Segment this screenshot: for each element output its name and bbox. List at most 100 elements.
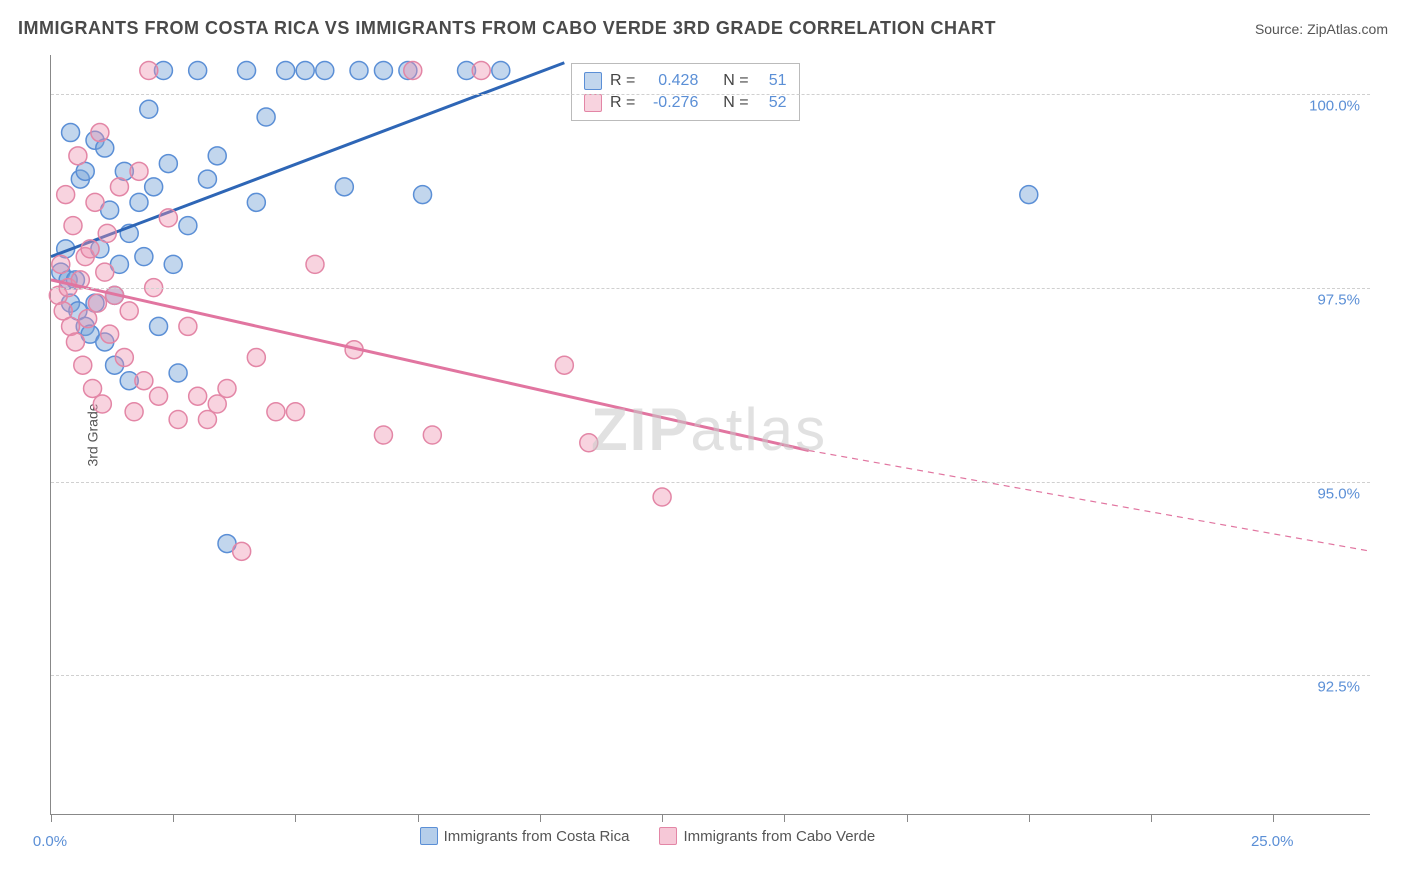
data-point: [66, 333, 84, 351]
x-tick: [295, 814, 296, 822]
gridline: [51, 675, 1370, 676]
data-point: [374, 62, 392, 80]
data-point: [277, 62, 295, 80]
y-tick-label: 97.5%: [1317, 291, 1360, 308]
data-point: [189, 62, 207, 80]
data-point: [120, 302, 138, 320]
data-point: [74, 356, 92, 374]
gridline: [51, 94, 1370, 95]
data-point: [198, 170, 216, 188]
data-point: [179, 317, 197, 335]
legend-swatch: [659, 827, 677, 845]
trend-line-extrapolated: [809, 451, 1371, 552]
data-point: [101, 325, 119, 343]
x-tick: [418, 814, 419, 822]
data-point: [64, 217, 82, 235]
stat-n: 52: [757, 94, 787, 112]
data-point: [374, 426, 392, 444]
legend-label: Immigrants from Costa Rica: [444, 828, 630, 845]
data-point: [159, 209, 177, 227]
data-point: [306, 255, 324, 273]
data-point: [335, 178, 353, 196]
data-point: [179, 217, 197, 235]
data-point: [218, 379, 236, 397]
legend: Immigrants from Costa Rica Immigrants fro…: [420, 827, 876, 845]
x-tick: [1029, 814, 1030, 822]
data-point: [98, 224, 116, 242]
data-point: [130, 162, 148, 180]
data-point: [1020, 186, 1038, 204]
scatter-svg: [51, 55, 1371, 815]
data-point: [350, 62, 368, 80]
data-point: [69, 147, 87, 165]
data-point: [150, 317, 168, 335]
chart-title: IMMIGRANTS FROM COSTA RICA VS IMMIGRANTS…: [18, 18, 996, 39]
data-point: [653, 488, 671, 506]
stats-row: R =-0.276 N =52: [584, 92, 787, 114]
data-point: [145, 178, 163, 196]
correlation-stats-box: R =0.428 N =51R =-0.276 N =52: [571, 63, 800, 121]
data-point: [492, 62, 510, 80]
trend-line: [51, 280, 809, 451]
data-point: [404, 62, 422, 80]
data-point: [208, 395, 226, 413]
data-point: [189, 387, 207, 405]
x-tick: [907, 814, 908, 822]
x-tick: [51, 814, 52, 822]
data-point: [52, 255, 70, 273]
data-point: [135, 248, 153, 266]
x-min-label: 0.0%: [33, 833, 67, 850]
title-bar: IMMIGRANTS FROM COSTA RICA VS IMMIGRANTS…: [18, 18, 1388, 39]
x-tick: [1151, 814, 1152, 822]
data-point: [296, 62, 314, 80]
data-point: [286, 403, 304, 421]
stats-row: R =0.428 N =51: [584, 70, 787, 92]
data-point: [150, 387, 168, 405]
series-swatch: [584, 72, 602, 90]
data-point: [267, 403, 285, 421]
data-point: [414, 186, 432, 204]
data-point: [81, 240, 99, 258]
x-tick: [784, 814, 785, 822]
x-tick: [540, 814, 541, 822]
data-point: [257, 108, 275, 126]
stat-r: 0.428: [643, 72, 698, 90]
data-point: [169, 364, 187, 382]
data-point: [84, 379, 102, 397]
data-point: [91, 124, 109, 142]
stat-n: 51: [757, 72, 787, 90]
y-tick-label: 92.5%: [1317, 679, 1360, 696]
data-point: [88, 294, 106, 312]
legend-item: Immigrants from Costa Rica: [420, 827, 630, 845]
data-point: [164, 255, 182, 273]
x-max-label: 25.0%: [1251, 833, 1294, 850]
data-point: [110, 178, 128, 196]
data-point: [125, 403, 143, 421]
data-point: [130, 193, 148, 211]
data-point: [57, 186, 75, 204]
data-point: [472, 62, 490, 80]
x-tick: [662, 814, 663, 822]
data-point: [135, 372, 153, 390]
series-swatch: [584, 94, 602, 112]
data-point: [79, 310, 97, 328]
source-label: Source: ZipAtlas.com: [1255, 21, 1388, 37]
plot-area: 3rd Grade ZIPatlas R =0.428 N =51R =-0.2…: [50, 55, 1370, 815]
x-tick: [173, 814, 174, 822]
data-point: [555, 356, 573, 374]
legend-item: Immigrants from Cabo Verde: [659, 827, 875, 845]
data-point: [62, 124, 80, 142]
data-point: [96, 263, 114, 281]
data-point: [159, 155, 177, 173]
data-point: [316, 62, 334, 80]
data-point: [247, 193, 265, 211]
data-point: [580, 434, 598, 452]
data-point: [208, 147, 226, 165]
data-point: [115, 348, 133, 366]
data-point: [238, 62, 256, 80]
data-point: [233, 542, 251, 560]
trend-line: [51, 63, 564, 257]
x-tick: [1273, 814, 1274, 822]
gridline: [51, 482, 1370, 483]
y-tick-label: 100.0%: [1309, 97, 1360, 114]
